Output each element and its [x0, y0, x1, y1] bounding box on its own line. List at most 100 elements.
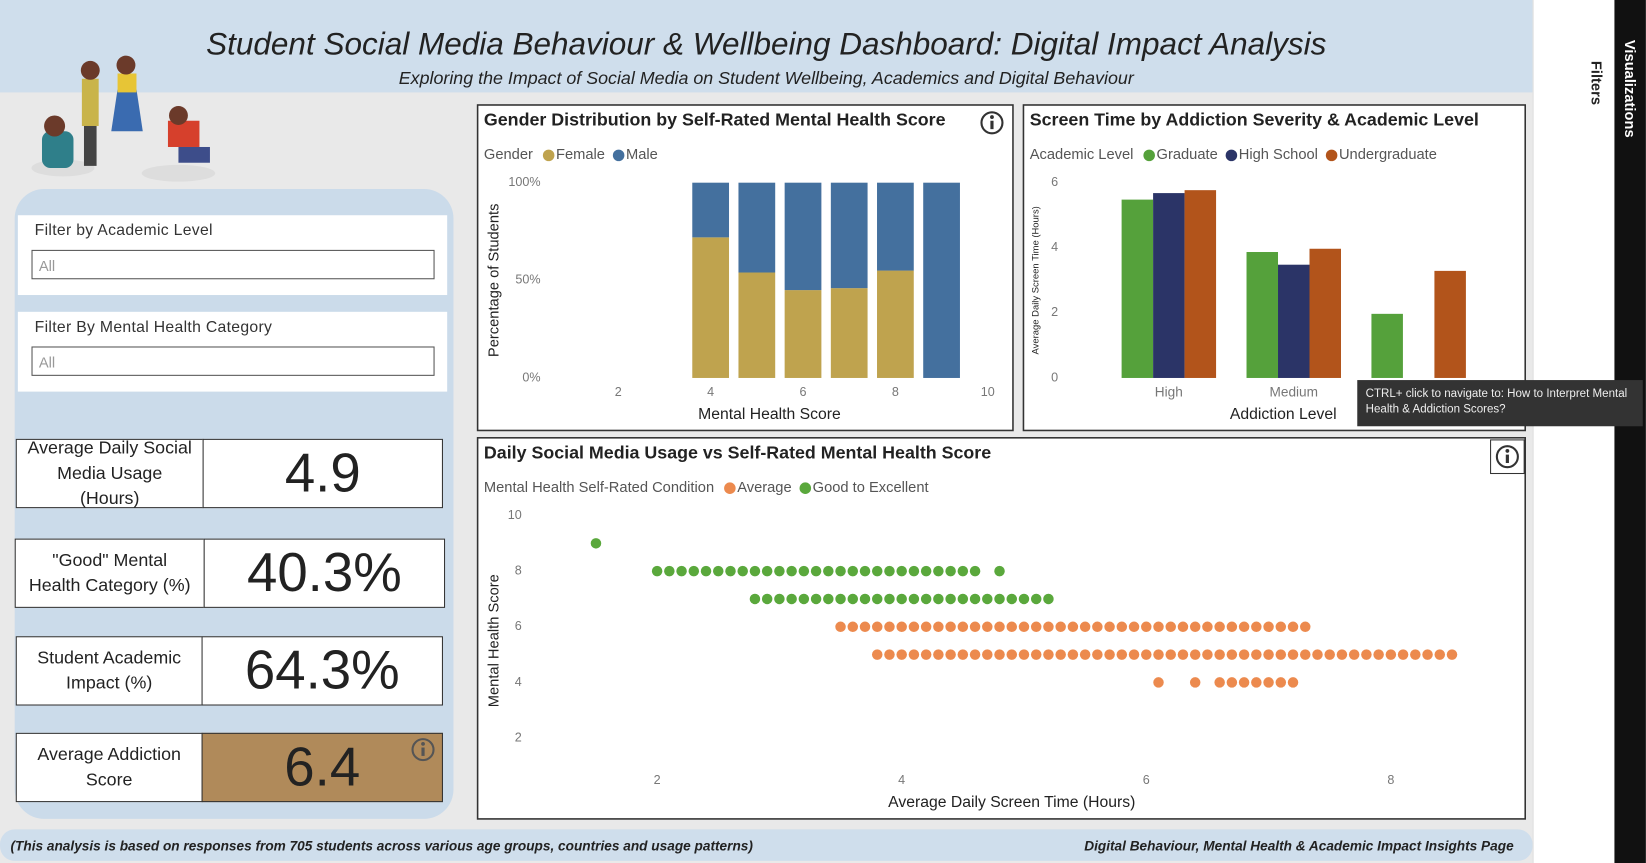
x-tick-label: 8 — [892, 385, 899, 399]
scatter-point — [1141, 621, 1152, 633]
scatter-point — [761, 565, 773, 577]
x-tick-label: 8 — [1387, 773, 1394, 787]
x-axis-label: Average Daily Screen Time (Hours) — [888, 794, 1135, 811]
scatter-point — [786, 565, 797, 577]
scatter-point — [688, 565, 700, 577]
scatter-point — [871, 649, 883, 660]
y-tick-label: 4 — [1051, 240, 1058, 254]
legend-marker — [542, 149, 555, 162]
bar-segment — [738, 182, 776, 273]
scatter-point — [1226, 677, 1238, 688]
scatter-point — [1043, 649, 1054, 660]
scatter-point — [994, 565, 1005, 577]
scatter-point — [1434, 649, 1446, 660]
scatter-point — [994, 621, 1005, 633]
scatter-point — [847, 621, 859, 633]
scatter-point — [896, 593, 907, 605]
scatter-point — [1361, 649, 1372, 660]
scatter-point — [920, 593, 932, 605]
legend-marker — [1143, 149, 1155, 162]
scatter-point — [859, 565, 871, 577]
legend-label: Average — [737, 480, 791, 496]
kpi-label: Average Addiction Score — [15, 732, 203, 803]
y-tick-label: 6 — [1051, 175, 1058, 189]
x-tick-label: 4 — [898, 773, 905, 787]
scatter-point — [1006, 593, 1018, 605]
scatter-point — [823, 565, 834, 577]
dropdown[interactable]: All — [31, 249, 435, 280]
scatter-point — [1153, 677, 1164, 688]
scatter-point — [774, 565, 785, 577]
scatter-point — [859, 593, 871, 605]
scatter-point — [676, 565, 687, 577]
x-tick-label: Medium — [1270, 384, 1318, 399]
illustration — [31, 55, 216, 182]
scatter-point — [957, 649, 969, 660]
legend-title: Gender — [484, 147, 533, 163]
scatter-point — [1275, 621, 1287, 633]
info-icon[interactable] — [980, 111, 1004, 135]
visualizations-tab[interactable]: Visualizations — [1621, 39, 1639, 138]
bar-segment — [692, 237, 730, 378]
kpi-value: 4.9 — [202, 438, 443, 509]
scatter-point — [945, 621, 956, 633]
legend-label: Female — [556, 147, 605, 163]
bar-segment — [877, 182, 914, 271]
x-tick-label: 6 — [1143, 773, 1150, 787]
scatter-point — [1214, 649, 1225, 660]
scatter-point — [969, 565, 981, 577]
scatter-point — [1324, 649, 1335, 660]
legend-label: Undergraduate — [1339, 147, 1437, 163]
bar — [1371, 313, 1403, 378]
scatter-point — [1214, 621, 1225, 633]
x-tick-label: 6 — [800, 385, 807, 399]
scatter-point — [1373, 649, 1384, 660]
scatter-point — [1055, 621, 1066, 633]
scatter-point — [810, 565, 822, 577]
scatter-point — [1263, 649, 1274, 660]
scatter-point — [920, 649, 932, 660]
scatter-point — [1128, 649, 1140, 660]
x-tick-label: 2 — [654, 773, 661, 787]
scatter-point — [945, 593, 956, 605]
chart-title: Gender Distribution by Self-Rated Mental… — [484, 109, 946, 129]
chart-title: Screen Time by Addiction Severity & Acad… — [1030, 109, 1479, 129]
bar-segment — [830, 182, 868, 289]
visualizations-pane: Visualizations — [1614, 0, 1646, 863]
scatter-point — [920, 565, 932, 577]
bar-segment — [830, 288, 868, 378]
legend-marker — [724, 482, 736, 494]
scatter-point — [896, 649, 907, 660]
info-icon[interactable] — [411, 738, 435, 762]
y-tick-label: 10 — [508, 508, 522, 522]
scatter-point — [1214, 677, 1225, 688]
bar — [1309, 248, 1341, 378]
filter-card: Filter By Mental Health Category All — [17, 311, 448, 392]
y-axis-label: Mental Health Score — [486, 574, 502, 707]
scatter-point — [749, 593, 761, 605]
kpi-value: 64.3% — [201, 636, 443, 706]
scatter-point — [664, 565, 675, 577]
dropdown[interactable]: All — [31, 346, 435, 376]
header-band — [0, 0, 1533, 93]
footer-page: Digital Behaviour, Mental Health & Acade… — [1084, 837, 1514, 854]
scatter-point — [908, 649, 920, 660]
scatter-point — [1251, 677, 1262, 688]
scatter-point — [1030, 593, 1042, 605]
scatter-point — [1079, 621, 1091, 633]
bar — [1278, 264, 1310, 378]
scatter-point — [1153, 621, 1164, 633]
scatter-point — [1141, 649, 1152, 660]
scatter-point — [786, 593, 797, 605]
scatter-point — [1018, 649, 1030, 660]
scatter-point — [1238, 677, 1250, 688]
bar — [1153, 193, 1185, 378]
y-tick-label: 100% — [508, 175, 540, 189]
scatter-point — [957, 621, 969, 633]
tooltip: CTRL+ click to navigate to: How to Inter… — [1357, 380, 1643, 427]
scatter-point — [1165, 621, 1176, 633]
filters-tab[interactable]: Filters — [1588, 60, 1605, 106]
kpi-value: 40.3% — [203, 538, 446, 608]
info-icon[interactable] — [1490, 439, 1525, 475]
